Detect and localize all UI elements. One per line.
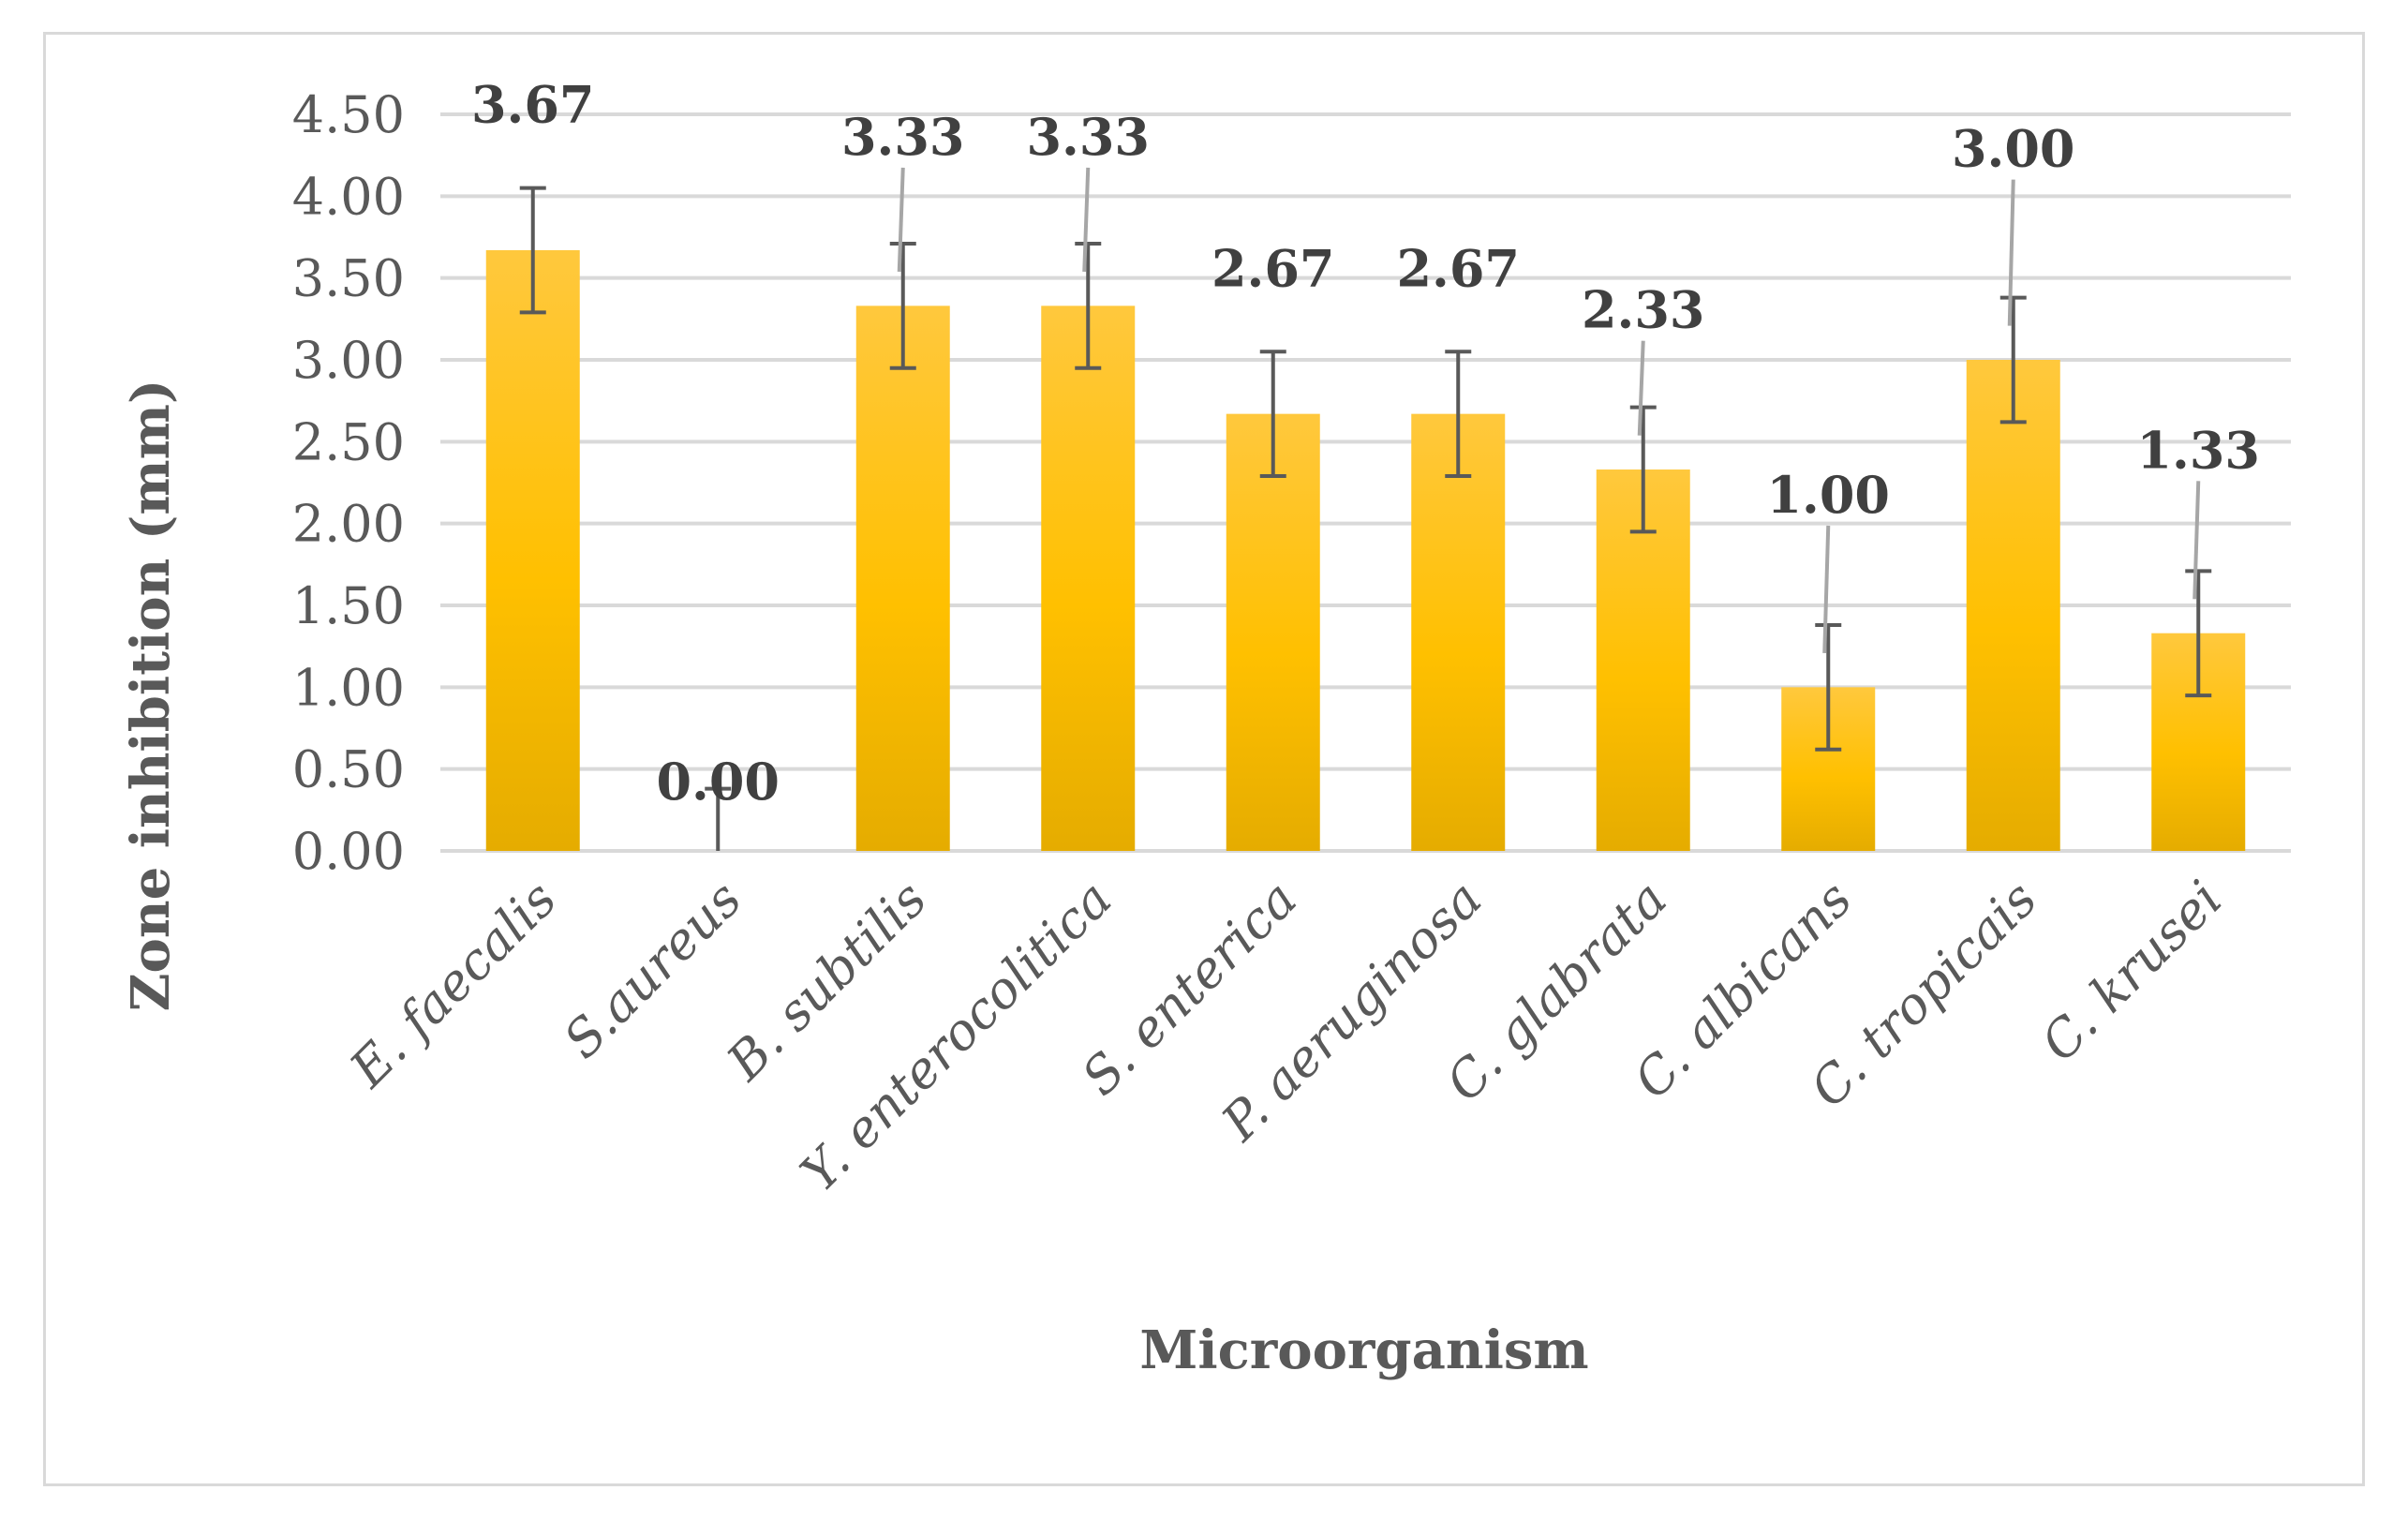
data-label: 3.00: [1952, 119, 2075, 179]
data-label: 0.00: [656, 752, 780, 812]
data-label: 2.33: [1582, 280, 1705, 340]
y-tick-labels: 0.00 0.50 1.00 1.50 2.00 2.50 3.00 3.50 4.00 4.50: [292, 85, 405, 881]
data-labels: 3.67 0.00 3.33 3.33 2.67 2.67 2.33 1.00 3.00 1.33: [471, 75, 2260, 812]
y-tick-label: 4.50: [292, 85, 405, 144]
leader-lines: [897, 167, 2201, 654]
data-label: 1.33: [2136, 420, 2260, 480]
leader-line: [897, 167, 905, 273]
y-tick-label: 1.00: [292, 658, 405, 717]
y-tick-label: 4.00: [292, 167, 405, 226]
data-label: 2.67: [1396, 238, 1520, 298]
x-tick-label: S.aureus: [553, 870, 753, 1070]
y-tick-label: 0.00: [292, 822, 405, 881]
data-label: 1.00: [1766, 465, 1890, 525]
leader-line: [2192, 481, 2201, 600]
bar: [1411, 413, 1506, 851]
x-tick-label: E. faecalis: [338, 870, 568, 1099]
bar: [855, 305, 950, 851]
data-label: 2.67: [1211, 238, 1335, 298]
x-axis-title: Microorganism: [1139, 1319, 1588, 1381]
y-tick-label: 3.50: [292, 249, 405, 308]
leader-line: [1637, 340, 1645, 436]
leader-line: [2007, 179, 2015, 326]
bar: [485, 249, 580, 851]
leader-line: [1082, 167, 1091, 273]
x-tick-label: Y. enterocolitica: [789, 870, 1122, 1203]
y-tick-label: 2.00: [292, 495, 405, 554]
y-axis-title: Zone inhibition (mm): [120, 380, 182, 1012]
bar: [1041, 305, 1136, 851]
y-tick-label: 3.00: [292, 331, 405, 390]
x-tick-label: C. krusei: [2029, 870, 2233, 1073]
y-tick-label: 2.50: [292, 412, 405, 471]
leader-line: [1822, 525, 1831, 654]
data-label: 3.33: [1026, 107, 1150, 167]
bar: [1226, 413, 1320, 851]
y-tick-label: 1.50: [292, 576, 405, 635]
data-label: 3.67: [471, 75, 595, 135]
error-bars: [519, 186, 2212, 851]
bar: [1966, 360, 2060, 851]
data-label: 3.33: [841, 107, 965, 167]
y-tick-label: 0.50: [292, 740, 405, 799]
